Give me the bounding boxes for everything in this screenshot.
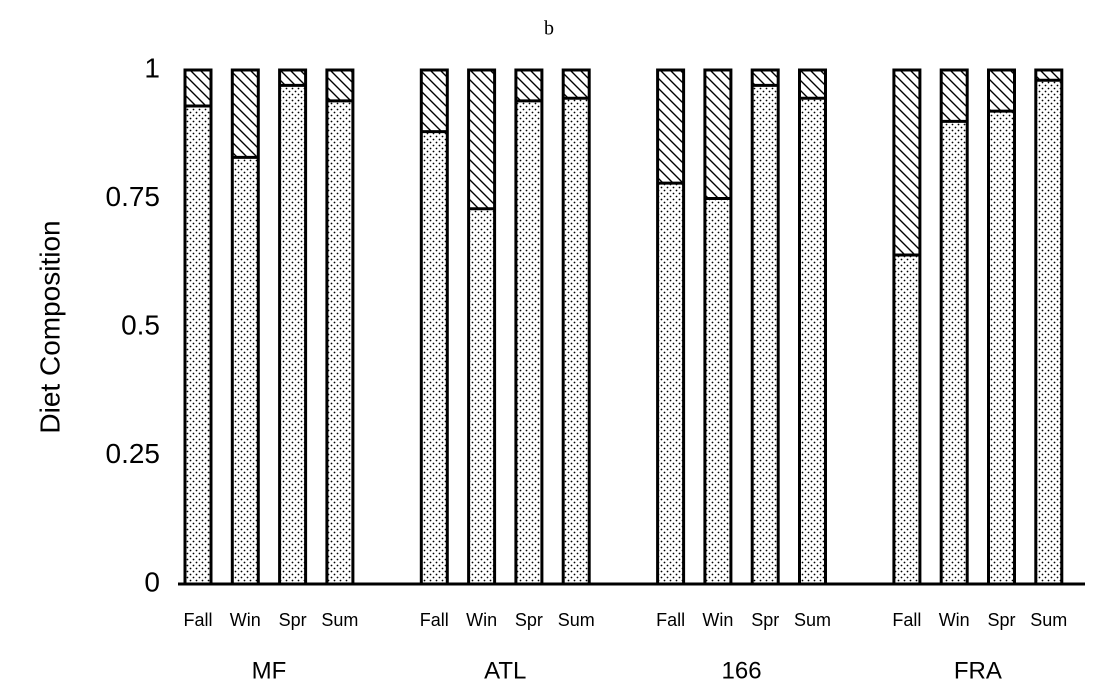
x-tick-label: Spr <box>279 610 307 630</box>
bar-segment <box>657 182 685 585</box>
bar-segment <box>562 69 590 99</box>
y-tick-label: 0.75 <box>106 181 161 212</box>
group-label: FRA <box>954 657 1002 684</box>
x-tick-label: Win <box>230 610 261 630</box>
x-tick-label: Fall <box>656 610 685 630</box>
bar-segment <box>562 97 590 585</box>
y-tick-label: 0.25 <box>106 438 161 469</box>
bar-segment <box>231 69 259 158</box>
bar-segment <box>468 69 496 210</box>
bar-segment <box>1035 79 1063 585</box>
bar-segment <box>799 69 826 99</box>
bar-segment <box>988 110 1015 585</box>
bar-segment <box>1035 69 1063 81</box>
bar-segment <box>468 208 496 585</box>
y-axis-label: Diet Composition <box>34 220 65 433</box>
bar-segment <box>515 69 543 102</box>
x-tick-label: Spr <box>515 610 543 630</box>
x-tick-label: Spr <box>751 610 779 630</box>
x-tick-label: Win <box>939 610 970 630</box>
bar-segment <box>515 100 543 585</box>
x-tick-label: Sum <box>794 610 831 630</box>
bar-segment <box>704 198 732 585</box>
y-tick-label: 1 <box>144 52 160 83</box>
x-tick-label: Win <box>466 610 497 630</box>
x-tick-label: Fall <box>420 610 449 630</box>
bar-segment <box>279 84 307 585</box>
bar-segment <box>184 69 212 107</box>
bar-segment <box>279 69 307 86</box>
bar-segment <box>940 69 968 122</box>
bar-segment <box>893 69 921 256</box>
bar-segment <box>751 69 779 86</box>
bar-segment <box>657 69 685 184</box>
x-tick-label: Sum <box>558 610 595 630</box>
x-tick-label: Spr <box>987 610 1015 630</box>
bar-segment <box>988 69 1015 112</box>
bar-segment <box>420 69 448 133</box>
bar-segment <box>893 254 921 585</box>
x-tick-label: Fall <box>183 610 212 630</box>
bar-segment <box>326 100 354 585</box>
x-tick-label: Sum <box>321 610 358 630</box>
y-tick-label: 0 <box>144 566 160 597</box>
group-label: MF <box>252 657 287 684</box>
bar-segment <box>184 105 212 585</box>
group-label: 166 <box>722 657 762 684</box>
bar-segment <box>751 84 779 585</box>
x-tick-label: Fall <box>892 610 921 630</box>
bar-segment <box>326 69 354 102</box>
bar-segment <box>704 69 732 199</box>
bar-segment <box>231 156 259 585</box>
bar-segment <box>940 120 968 585</box>
x-tick-label: Sum <box>1030 610 1067 630</box>
group-label: ATL <box>484 657 526 684</box>
chart-title: b <box>544 18 554 40</box>
bar-segment <box>420 131 448 585</box>
x-tick-label: Win <box>702 610 733 630</box>
y-tick-label: 0.5 <box>121 309 160 340</box>
bar-segment <box>799 97 826 585</box>
